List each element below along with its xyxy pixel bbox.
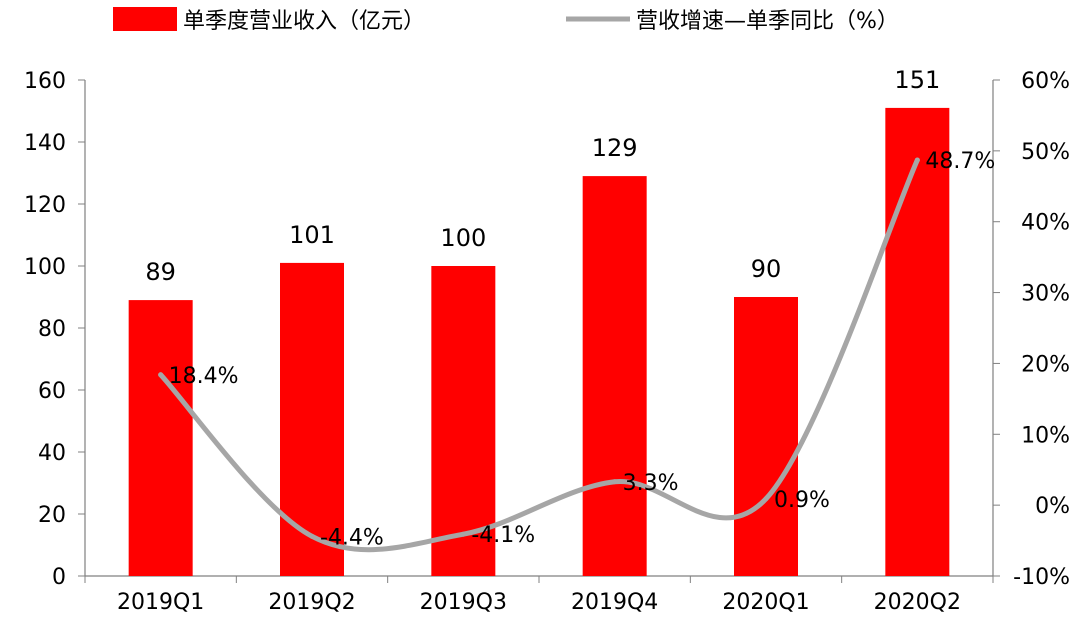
x-axis-category-label: 2020Q1 [722,590,809,615]
bar-value-label: 90 [751,255,782,283]
bar [885,107,950,577]
growth-value-label: 0.9% [774,488,830,513]
bar [431,266,496,576]
x-axis-labels: 2019Q1 2019Q2 2019Q3 2019Q4 2020Q1 2020Q2 [117,590,961,615]
bar-value-label: 100 [440,224,486,252]
left-axis-tick-label: 120 [24,193,66,218]
growth-point [158,372,164,378]
x-axis-category-label: 2020Q2 [874,590,961,615]
x-axis-category-label: 2019Q3 [420,590,507,615]
left-axis-tick-label: 20 [38,503,66,528]
x-axis-category-label: 2019Q2 [268,590,355,615]
legend: 单季度营业收入（亿元） 营收增速—单季同比（%） [113,7,899,34]
bar [734,297,798,576]
right-axis-tick-label: 40% [1021,211,1070,236]
legend-label-line: 营收增速—单季同比（%） [636,9,899,34]
growth-value-label: 48.7% [925,149,995,174]
bar-value-label: 89 [145,258,176,286]
left-axis-tick-label: 60 [38,379,66,404]
growth-point [612,479,618,485]
right-axis-tick-label: 50% [1021,140,1070,165]
growth-point [309,533,315,539]
left-axis-tick-label: 100 [24,255,66,280]
bar-value-label: 151 [894,66,940,94]
growth-value-label: 3.3% [623,471,679,496]
right-axis-tick-label: 60% [1021,69,1070,94]
x-axis-category-label: 2019Q4 [571,590,658,615]
growth-line [158,157,920,553]
bar [582,176,647,576]
axes: 0 20 40 60 80 100 120 140 160 -10% 0% 10% 20% 30% 40% 5… [24,69,1070,590]
growth-labels: 18.4% -4.4% -4.1% 3.3% 0.9% 48.7% [169,149,996,550]
growth-point [914,157,920,163]
left-axis-tick-label: 160 [24,69,66,94]
bar-labels: 89 101 100 129 90 151 [145,66,940,286]
right-axis-tick-label: 30% [1021,282,1070,307]
right-axis-tick-label: 0% [1035,494,1070,519]
left-axis-tick-label: 40 [38,441,66,466]
growth-value-label: -4.4% [320,525,384,550]
bar [128,300,193,576]
bar-value-label: 101 [289,221,335,249]
growth-value-label: -4.1% [471,523,535,548]
bar-value-label: 129 [592,134,638,162]
growth-line-path [158,157,920,553]
legend-label-bar: 单季度营业收入（亿元） [183,9,425,34]
left-axis-tick-label: 140 [24,131,66,156]
growth-point [763,496,769,502]
left-axis-tick-label: 80 [38,317,66,342]
growth-point [460,531,466,537]
left-axis-tick-label: 0 [52,565,66,590]
growth-value-label: 18.4% [169,364,239,389]
x-axis-category-label: 2019Q1 [117,590,204,615]
right-axis-tick-label: 10% [1021,423,1070,448]
right-axis-tick-label: 20% [1021,352,1070,377]
legend-swatch-bar [113,7,177,31]
bars [128,107,950,577]
right-axis-tick-label: -10% [1013,565,1070,590]
